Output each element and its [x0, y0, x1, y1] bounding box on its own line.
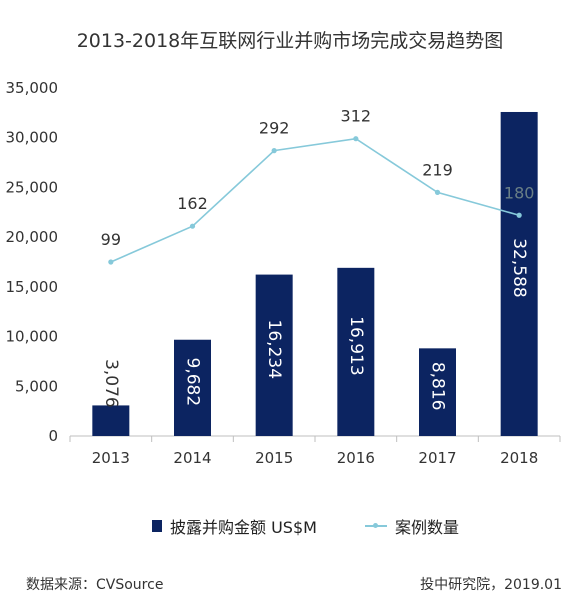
y-tick-label: 25,000: [6, 178, 59, 196]
bar-value-label: 32,588: [509, 238, 529, 297]
count-value-label: 180: [504, 183, 535, 202]
bar: [174, 339, 211, 436]
bar-value-label: 8,816: [428, 362, 448, 411]
legend-item-count: 案例数量: [365, 514, 459, 538]
legend-line-swatch: [365, 520, 387, 532]
y-tick-label: 5,000: [15, 377, 58, 395]
x-tick-label: 2017: [418, 449, 456, 467]
count-point: [108, 259, 114, 265]
source-note: 数据来源：CVSource: [26, 577, 164, 593]
y-tick-label: 20,000: [6, 228, 59, 246]
y-tick-label: 15,000: [6, 278, 59, 296]
count-line: [110, 137, 520, 263]
bar: [337, 267, 375, 436]
count-value-label: 219: [422, 160, 453, 179]
count-value-label: 312: [341, 107, 372, 126]
legend-bar-swatch: [152, 520, 162, 532]
x-tick-label: 2014: [173, 449, 211, 467]
credit-note: 投中研究院，2019.01: [420, 577, 562, 593]
bar: [500, 111, 538, 436]
legend-label-count: 案例数量: [395, 518, 460, 537]
bar-value-label: 9,682: [183, 358, 203, 407]
legend-label-amount: 披露并购金额 US$M: [170, 518, 317, 537]
bar-series: [92, 111, 538, 436]
x-tick-label: 2016: [337, 449, 375, 467]
count-point: [271, 148, 277, 154]
count-value-label: 162: [177, 194, 208, 213]
chart-title: 2013-2018年互联网行业并购市场完成交易趋势图: [76, 30, 504, 52]
count-value-label: 292: [259, 119, 290, 138]
data-labels: 3,076 9,682 16,234 16,913 8,816 32,588 99 162 29…: [101, 107, 535, 411]
bar-value-label: 16,234: [264, 320, 284, 379]
bar: [419, 348, 456, 436]
count-point: [434, 189, 441, 195]
legend-item-amount: 披露并购金额 US$M: [152, 514, 317, 538]
chart-axes: 0 5,000 10,000 15,000 20,000 25,000 30,000 35,0…: [6, 79, 561, 467]
line-series: [108, 136, 522, 265]
bar: [92, 405, 130, 436]
count-point: [353, 136, 359, 142]
bar-value-label: 16,913: [346, 316, 366, 375]
x-tick-label: 2018: [500, 449, 538, 467]
bar: [255, 274, 293, 436]
y-tick-label: 35,000: [6, 79, 59, 97]
count-point: [516, 212, 522, 218]
legend: 披露并购金额 US$M 案例数量: [0, 514, 580, 538]
y-tick-label: 0: [48, 427, 58, 445]
count-value-label: 99: [101, 230, 121, 249]
y-tick-label: 30,000: [6, 129, 59, 147]
x-tick-label: 2015: [255, 449, 293, 467]
bar-value-label: 3,076: [101, 359, 121, 408]
y-tick-label: 10,000: [6, 328, 59, 346]
x-tick-label: 2013: [92, 449, 130, 467]
count-point: [189, 223, 196, 229]
